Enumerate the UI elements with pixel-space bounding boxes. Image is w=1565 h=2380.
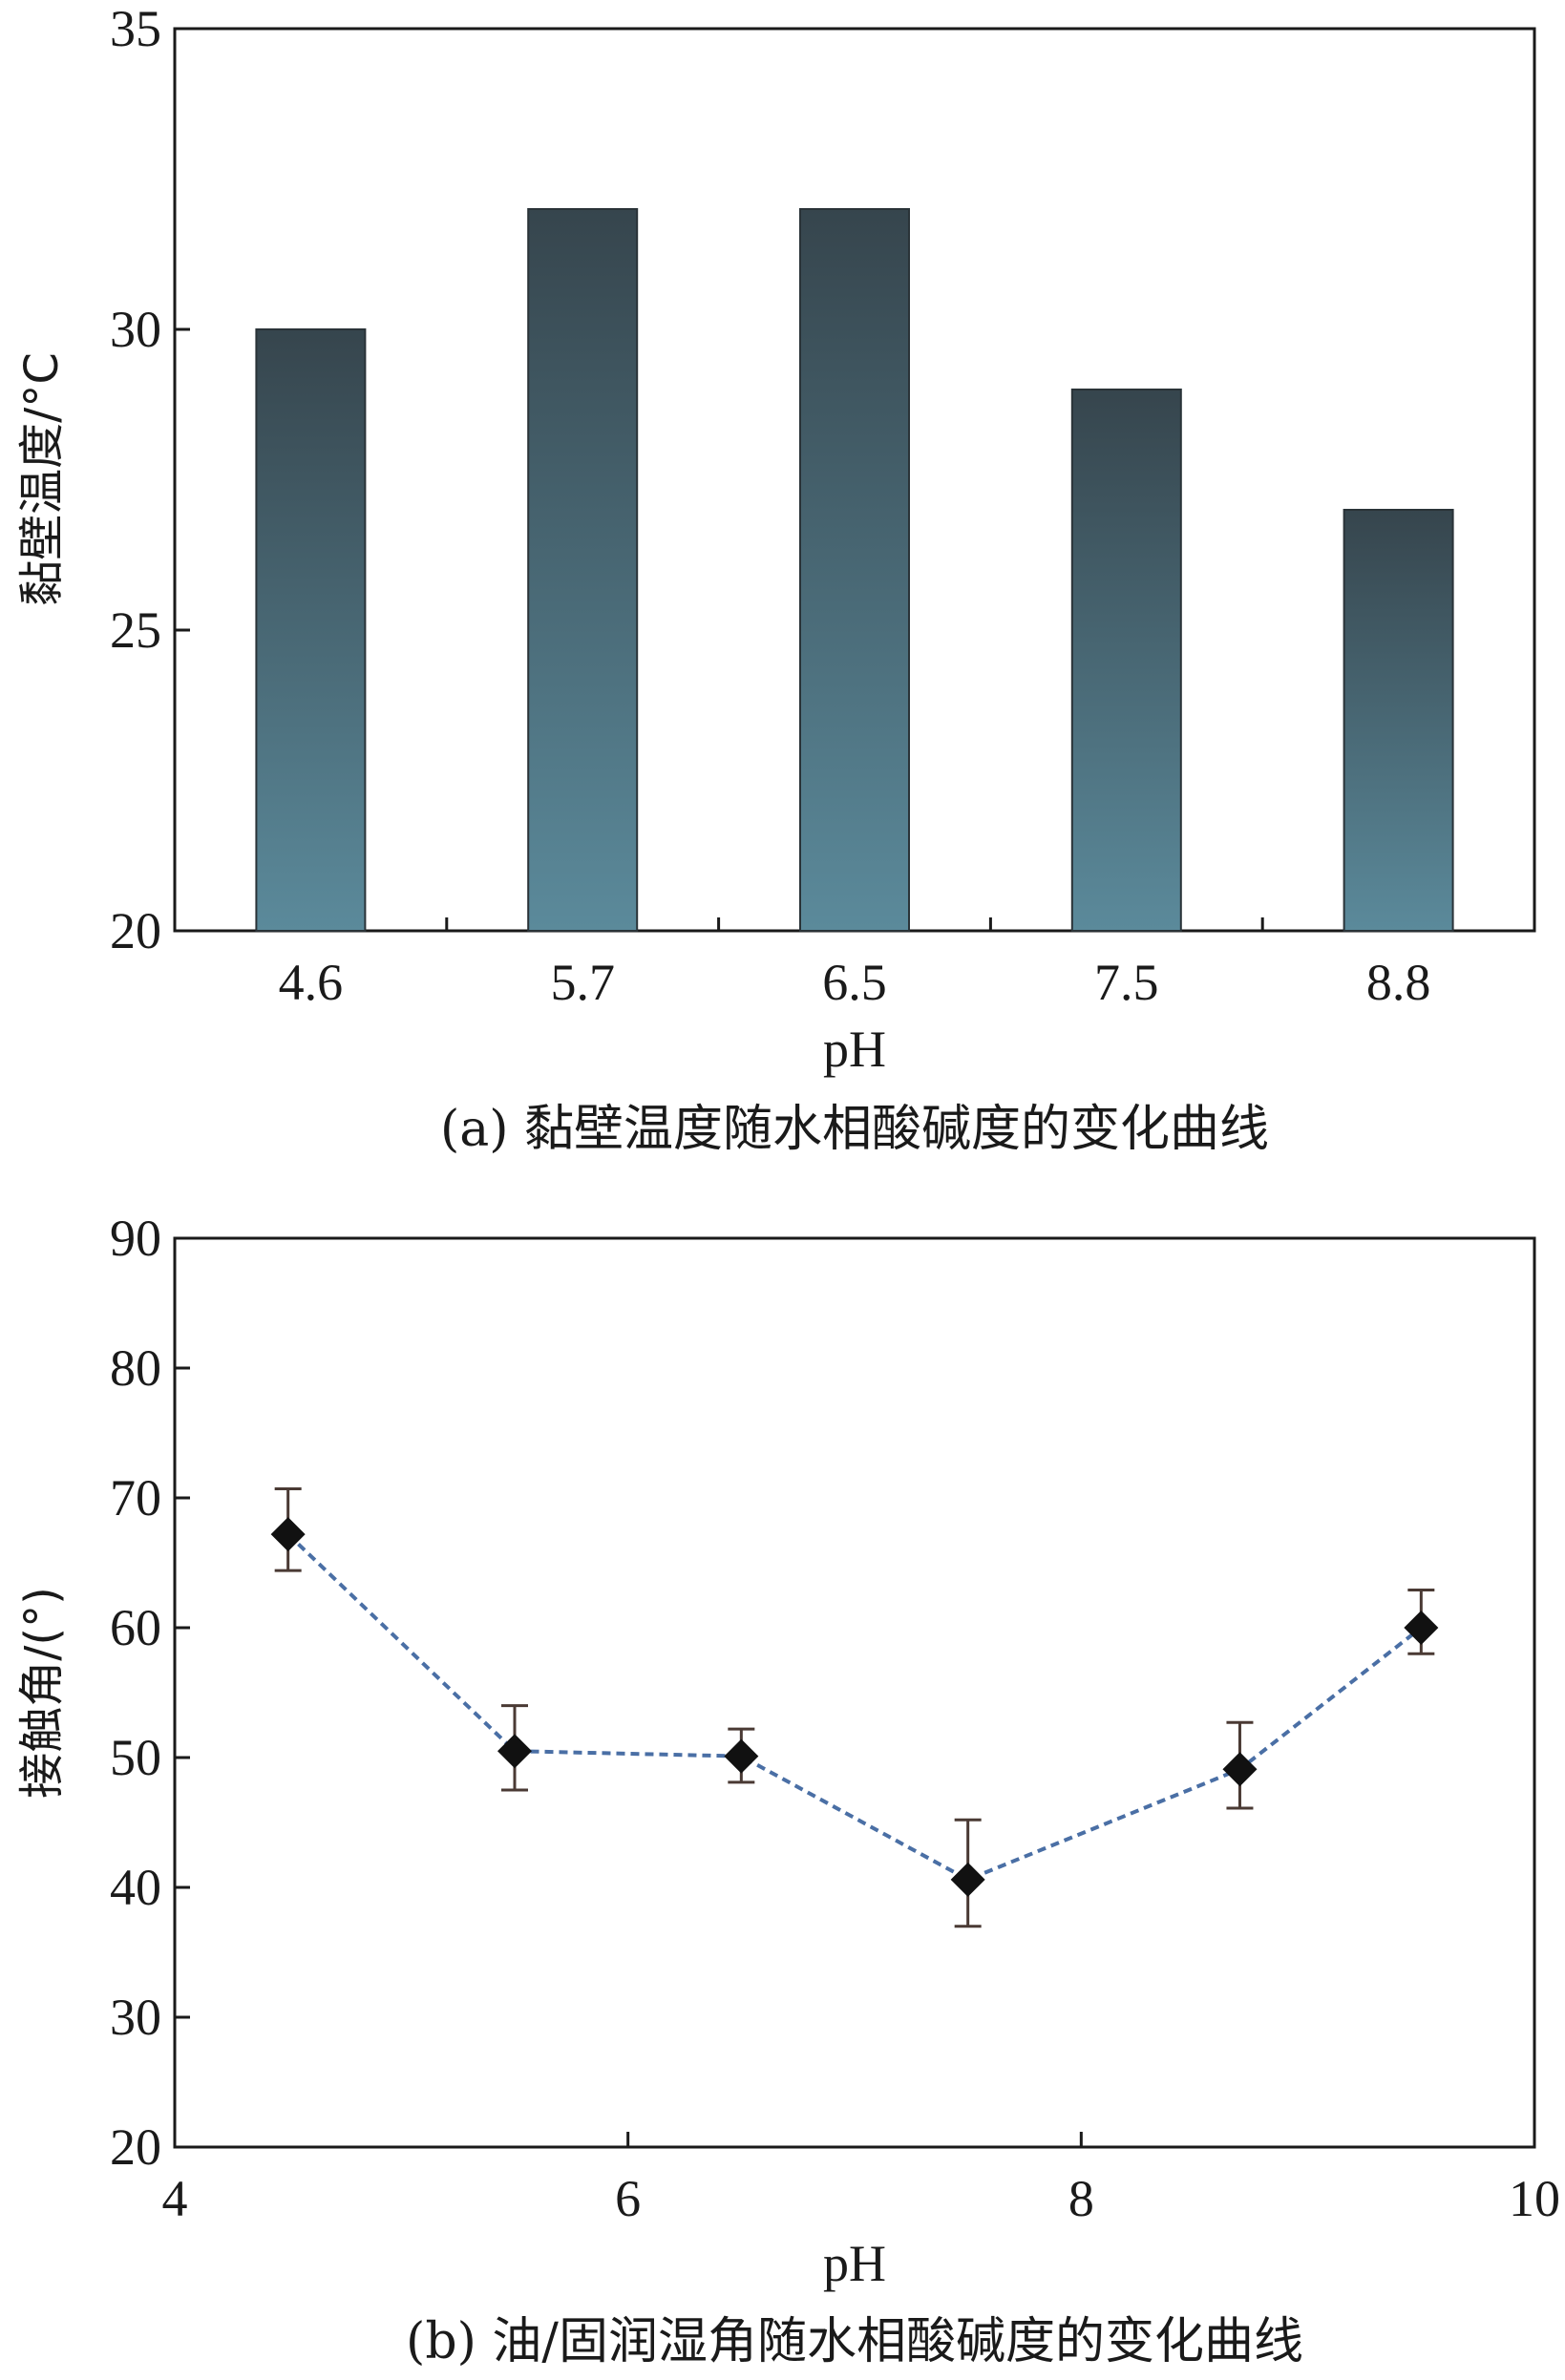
- chart-b-caption: (b) 油/固润湿角随水相酸碱度的变化曲线: [406, 2313, 1303, 2370]
- x-tick-label-4.6: 4.6: [279, 954, 344, 1011]
- y-tick-label-30: 30: [110, 1989, 161, 2046]
- y-tick-label-20: 20: [110, 2118, 161, 2176]
- chart-a-x-ticks: 4.6 5.7 6.5 7.5 8.8: [279, 917, 1431, 1011]
- bar-6.5: [799, 208, 910, 932]
- x-tick-label-4: 4: [162, 2170, 188, 2227]
- y-tick-label-80: 80: [110, 1339, 161, 1397]
- chart-b-error-bars: [274, 1486, 1435, 1928]
- chart-a-y-axis-title: 黏壁温度/°C: [15, 352, 69, 606]
- chart-a-bars: [255, 208, 1454, 932]
- bar-7.5: [1070, 389, 1182, 932]
- chart-a-caption: (a) 黏壁温度随水相酸碱度的变化曲线: [440, 1101, 1269, 1158]
- data-point: [950, 1862, 985, 1897]
- y-tick-label-40: 40: [110, 1859, 161, 1916]
- y-tick-label-60: 60: [110, 1599, 161, 1656]
- y-tick-label-25: 25: [110, 601, 161, 659]
- chart-a-y-ticks: 20 25 30 35: [110, 0, 190, 959]
- x-tick-label-5.7: 5.7: [550, 954, 615, 1011]
- data-point: [497, 1734, 532, 1769]
- x-tick-label-6: 6: [615, 2170, 641, 2227]
- x-tick-label-8.8: 8.8: [1366, 954, 1431, 1011]
- chart-a-x-axis-title: pH: [823, 1021, 886, 1078]
- chart-a: 20 25 30 35 4.6 5.7 6.5 7.5 8.8 pH 黏壁温度/°C (a) …: [15, 0, 1536, 1158]
- data-point: [724, 1738, 759, 1774]
- chart-b-y-axis-title: 接触角/(°): [15, 1587, 69, 1799]
- chart-b-plot-frame: [173, 1236, 1536, 2149]
- data-point: [1404, 1611, 1439, 1645]
- chart-b-points: [270, 1517, 1439, 1897]
- x-tick-label-6.5: 6.5: [822, 954, 887, 1011]
- chart-b: 20 30 40 50 60 70 80 90 4 6 8 10 pH 接触角/(°) (b) 油/…: [15, 1210, 1560, 2370]
- chart-b-x-ticks: 4 6 8 10: [162, 2132, 1560, 2227]
- y-tick-label-50: 50: [110, 1729, 161, 1786]
- x-tick-label-8: 8: [1068, 2170, 1094, 2227]
- y-tick-label-70: 70: [110, 1469, 161, 1527]
- data-point: [270, 1517, 306, 1552]
- y-tick-label-90: 90: [110, 1210, 161, 1267]
- bar-4.6: [255, 328, 367, 932]
- bar-5.7: [527, 208, 639, 932]
- chart-b-series-line: [286, 1532, 1423, 1883]
- y-tick-label-30: 30: [110, 301, 161, 358]
- chart-b-y-ticks: 20 30 40 50 60 70 80 90: [110, 1210, 190, 2176]
- x-tick-label-7.5: 7.5: [1094, 954, 1159, 1011]
- chart-b-x-axis-title: pH: [823, 2235, 886, 2292]
- data-point: [1222, 1752, 1258, 1787]
- bar-8.8: [1343, 509, 1454, 932]
- y-tick-label-20: 20: [110, 902, 161, 959]
- y-tick-label-35: 35: [110, 0, 161, 57]
- x-tick-label-10: 10: [1509, 2170, 1560, 2227]
